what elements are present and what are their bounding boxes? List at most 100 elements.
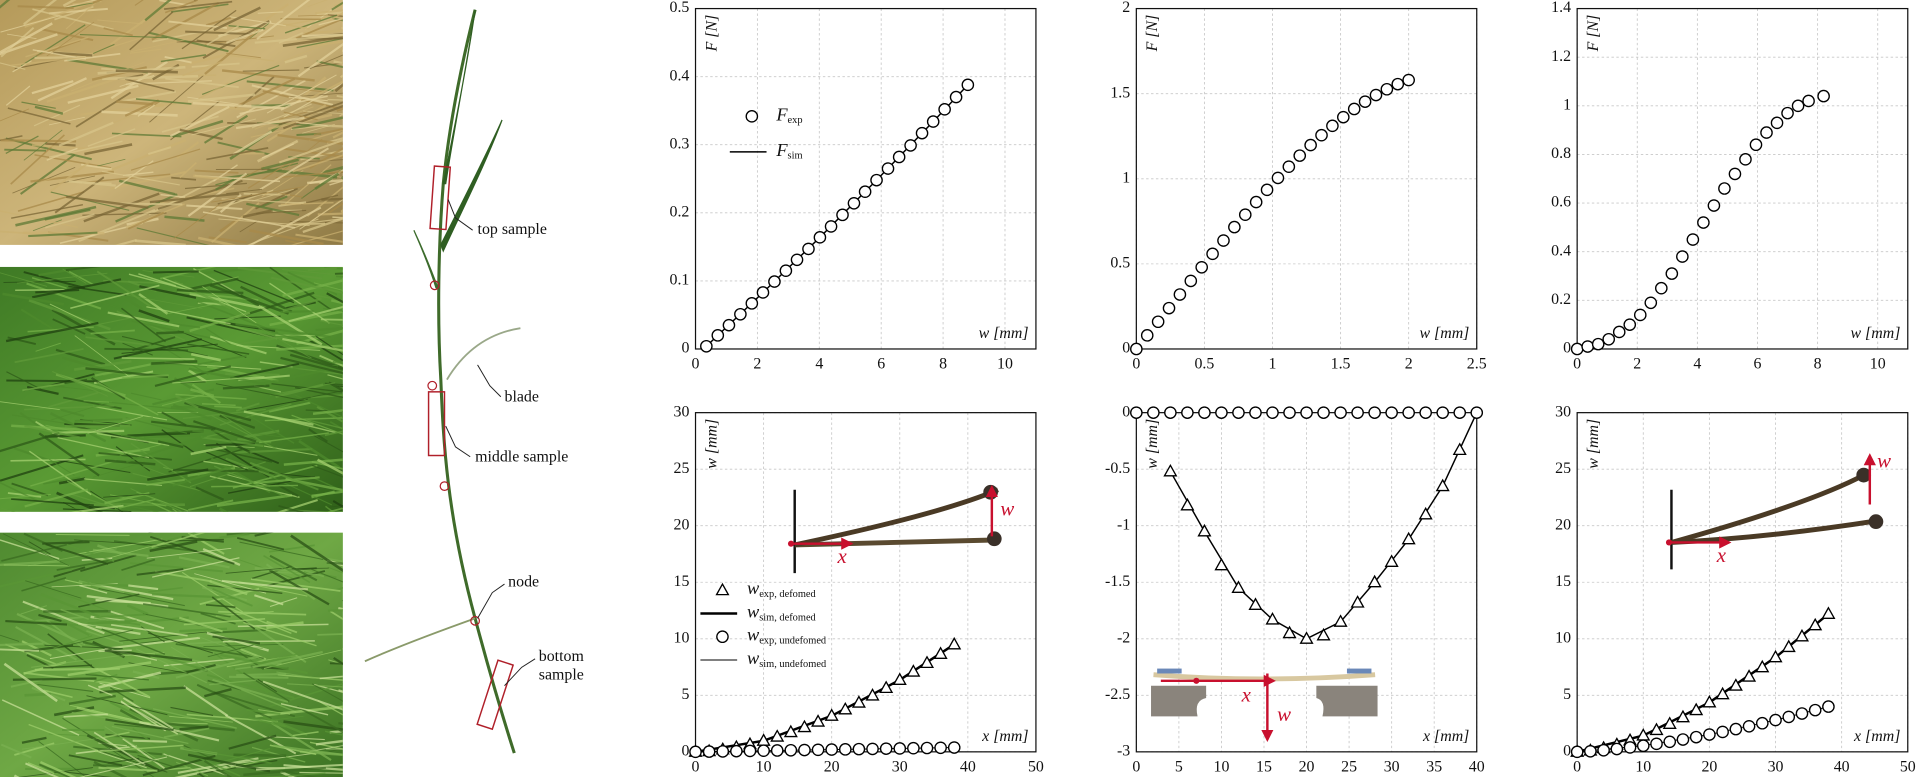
grass-blade bbox=[92, 461, 146, 478]
grass-blade bbox=[347, 18, 402, 19]
marker-circle bbox=[1808, 703, 1822, 717]
grass-blade bbox=[7, 336, 36, 345]
grass-blade bbox=[233, 753, 287, 758]
y-tick-label: 0.4 bbox=[670, 67, 690, 84]
grass-blade bbox=[24, 424, 80, 439]
grass-blade bbox=[87, 619, 137, 625]
grass-blade bbox=[121, 335, 208, 357]
grass-blade bbox=[74, 335, 131, 378]
inset-label: x bbox=[1716, 543, 1727, 567]
grass-blade bbox=[71, 629, 134, 645]
grass-blade bbox=[71, 711, 140, 724]
legend-sub: exp, undefomed bbox=[759, 636, 827, 647]
grass-blade bbox=[187, 96, 247, 106]
marker-triangle bbox=[1675, 709, 1690, 723]
grass-blade bbox=[38, 613, 62, 622]
grass-blade bbox=[316, 458, 343, 475]
grass-blade bbox=[329, 180, 343, 186]
grass-blade bbox=[221, 579, 309, 591]
grass-blade bbox=[347, 771, 369, 777]
marker-circle bbox=[858, 185, 872, 199]
grass-blade bbox=[21, 736, 47, 744]
grass-blade bbox=[345, 207, 389, 232]
x-tick-label: 8 bbox=[1814, 356, 1822, 373]
grass-blade bbox=[0, 481, 43, 504]
grass-blade bbox=[235, 116, 305, 130]
grass-blade bbox=[206, 25, 239, 46]
grass-blade bbox=[62, 508, 132, 512]
grass-blade bbox=[211, 202, 260, 244]
grass-blade bbox=[289, 353, 343, 371]
grass-blade bbox=[210, 447, 273, 463]
support bbox=[1316, 685, 1378, 717]
marker-triangle bbox=[1794, 628, 1809, 642]
inset-photo bbox=[1151, 668, 1378, 743]
grass-blade bbox=[230, 54, 275, 62]
grass-blade bbox=[0, 108, 30, 122]
grass-blade bbox=[34, 105, 64, 115]
marker-circle bbox=[824, 220, 838, 233]
grass-blade bbox=[20, 153, 76, 195]
grass-blade bbox=[312, 476, 343, 492]
grass-blade bbox=[296, 37, 343, 49]
grass-blade bbox=[203, 759, 233, 777]
grass-blade bbox=[53, 51, 93, 57]
grass-blade bbox=[140, 247, 182, 256]
marker-circle bbox=[1228, 220, 1241, 234]
grass-blade bbox=[87, 128, 136, 147]
grass-blade bbox=[161, 429, 195, 454]
marker-circle bbox=[689, 745, 702, 759]
grass-blade bbox=[131, 320, 221, 341]
grass-blade bbox=[10, 458, 86, 462]
grass-blade bbox=[313, 434, 343, 453]
grass-blade bbox=[148, 31, 229, 53]
grass-blade bbox=[308, 428, 328, 443]
marker-triangle bbox=[1163, 463, 1178, 477]
marker-circle bbox=[734, 307, 747, 321]
grass-blade bbox=[307, 266, 337, 272]
marker-circle bbox=[1326, 119, 1339, 133]
grass-blade bbox=[183, 617, 266, 626]
grass-blade bbox=[329, 202, 343, 214]
grass-blade bbox=[144, 0, 172, 22]
y-tick-label: -2 bbox=[1117, 629, 1130, 646]
marker-triangle bbox=[1808, 617, 1823, 631]
grass-blade bbox=[132, 739, 168, 743]
grass-blade bbox=[188, 499, 234, 511]
x-tick-label: 6 bbox=[1754, 356, 1762, 373]
marker-circle bbox=[1470, 406, 1484, 419]
grass-blade bbox=[183, 747, 272, 764]
grass-blade bbox=[261, 772, 326, 777]
marker-circle bbox=[1665, 267, 1679, 280]
plot-background bbox=[695, 412, 1036, 752]
grass-blade bbox=[121, 343, 218, 354]
grass-blade bbox=[326, 292, 343, 304]
grass-blade bbox=[62, 356, 105, 371]
marker-circle bbox=[1591, 337, 1605, 351]
grass-blade bbox=[277, 133, 343, 146]
grass-blade bbox=[179, 725, 209, 731]
grass-blade bbox=[202, 211, 296, 229]
grass-blade bbox=[130, 392, 162, 401]
grass-blade bbox=[164, 0, 199, 14]
grass-blade bbox=[58, 121, 114, 147]
grass-blade bbox=[5, 85, 31, 106]
grass-blade bbox=[284, 54, 308, 64]
marker-circle bbox=[926, 115, 940, 128]
grass-blade bbox=[204, 35, 274, 45]
grass-blade bbox=[78, 593, 140, 608]
grass-blade bbox=[92, 43, 115, 55]
grass-blade bbox=[14, 347, 84, 364]
grass-blade bbox=[57, 437, 150, 459]
grass-blade bbox=[86, 594, 169, 608]
marker-circle bbox=[1260, 183, 1274, 197]
y-tick-label: 30 bbox=[1555, 403, 1571, 420]
grass-blade bbox=[283, 23, 310, 30]
grass-blade bbox=[108, 401, 185, 411]
sample-box bbox=[429, 165, 452, 231]
grass-blade bbox=[49, 648, 108, 660]
grass-blade bbox=[246, 398, 308, 411]
grass-blade bbox=[70, 516, 104, 517]
grass-blade bbox=[246, 202, 300, 217]
